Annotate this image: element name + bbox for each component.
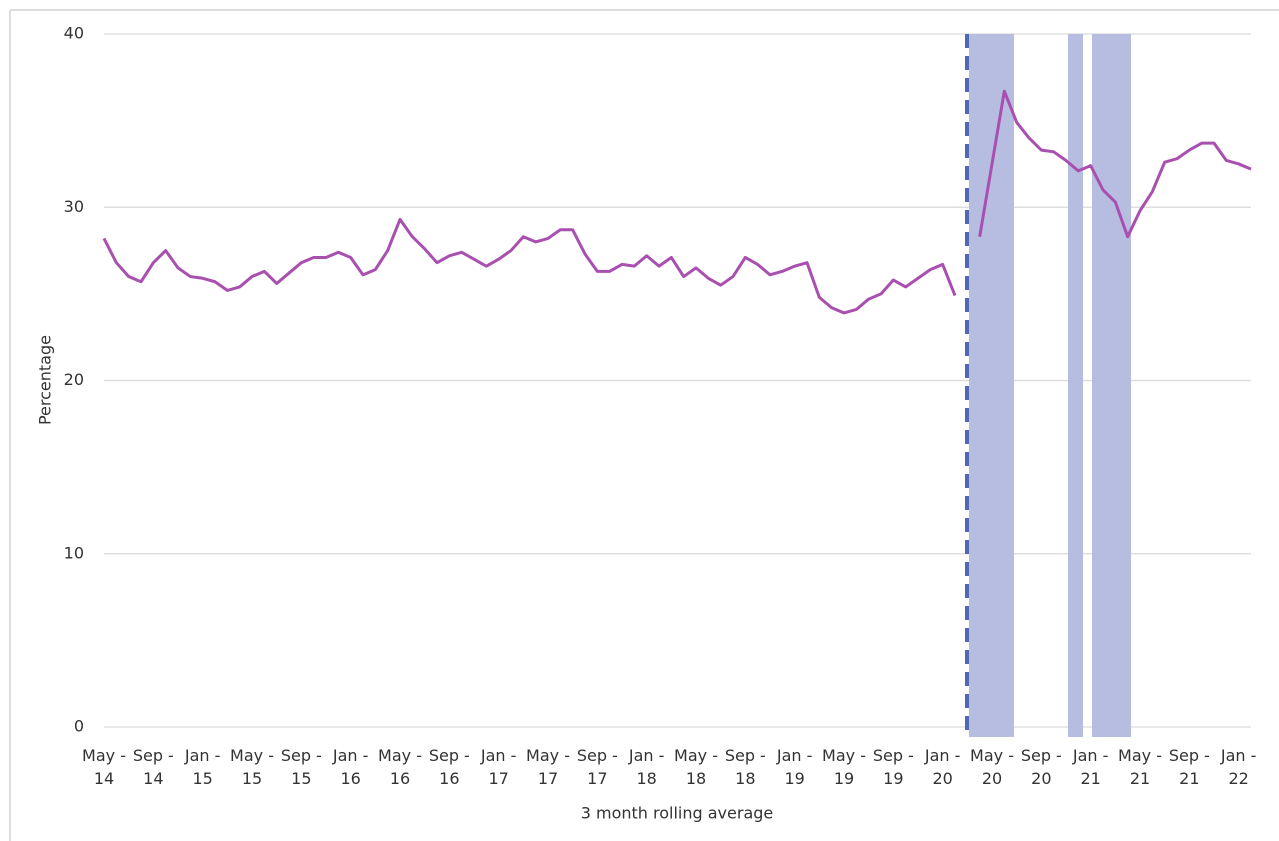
x-tick-label: Jan - 21 [1072,746,1109,788]
x-tick-label: Sep - 18 [724,746,766,788]
shaded-period [1092,34,1131,737]
data-line [102,89,1252,315]
x-tick-label: May - 20 [970,746,1014,788]
x-tick-label: Sep - 14 [132,746,174,788]
x-tick-label: Sep - 17 [576,746,618,788]
x-tick-label: May - 17 [526,746,570,788]
x-tick-label: Sep - 19 [872,746,914,788]
y-tick-label: 30 [64,197,84,216]
x-tick-label: Jan - 18 [628,746,665,788]
x-tick-label: Sep - 20 [1020,746,1062,788]
x-tick-label: Jan - 22 [1220,746,1257,788]
x-tick-label: May - 21 [1118,746,1162,788]
y-tick-label: 40 [64,24,84,43]
y-tick-label: 20 [64,370,84,389]
shaded-period [969,34,1014,737]
x-tick-label: Sep - 15 [280,746,322,788]
x-tick-label: Sep - 16 [428,746,470,788]
x-tick-label: May - 16 [378,746,422,788]
y-axis-title: Percentage [36,335,55,425]
x-tick-label: May - 15 [230,746,274,788]
x-tick-label: May - 19 [822,746,866,788]
x-tick-label: May - 18 [674,746,718,788]
x-tick-label: May - 14 [82,746,126,788]
y-tick-label: 0 [74,717,84,736]
x-tick-label: Jan - 19 [776,746,813,788]
shaded-period [1068,34,1083,737]
x-tick-label: Jan - 16 [332,746,369,788]
x-axis-title: 3 month rolling average [581,804,774,823]
x-tick-label: Jan - 20 [924,746,961,788]
y-tick-label: 10 [64,543,84,562]
x-tick-label: Jan - 15 [184,746,221,788]
x-tick-label: Sep - 21 [1168,746,1210,788]
x-tick-label: Jan - 17 [480,746,517,788]
